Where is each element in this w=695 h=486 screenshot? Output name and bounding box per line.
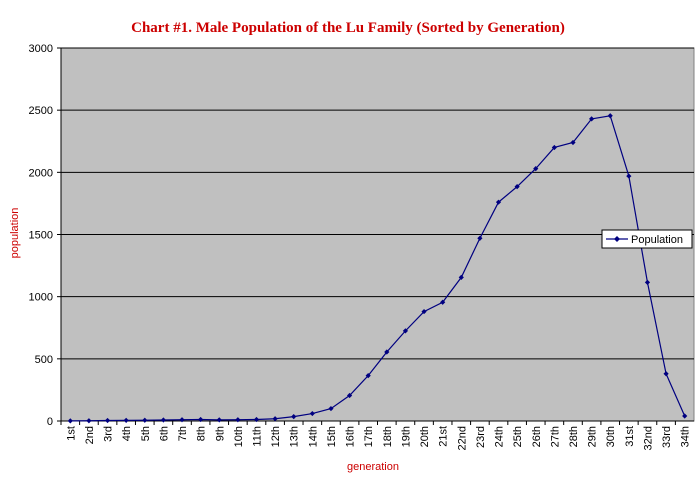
x-tick-label: 12th [270,426,282,447]
x-tick-label: 10th [233,426,245,447]
x-tick-label: 3rd [103,426,115,442]
x-tick-label: 1st [65,426,77,441]
y-tick-label: 2000 [29,167,53,179]
data-point-marker [663,371,669,377]
data-point-marker [123,417,129,423]
y-tick-label: 2500 [29,105,53,117]
x-tick-label: 20th [419,426,431,447]
data-point-marker [477,235,483,241]
data-point-marker [458,274,464,280]
y-tick-label: 1000 [29,292,53,304]
x-tick-label: 22nd [456,426,468,450]
data-point-marker [309,410,315,417]
data-point-marker [160,417,166,423]
y-tick-label: 0 [47,416,53,428]
data-point-marker [328,405,334,412]
x-tick-label: 15th [326,426,338,447]
data-point-marker [346,392,353,399]
data-point-marker [253,416,260,423]
x-axis-label: generation [347,461,399,473]
data-point-marker [514,184,520,190]
x-tick-label: 32nd [642,426,654,450]
x-tick-label: 8th [196,426,208,441]
data-point-marker [495,199,502,205]
x-tick-label: 19th [400,426,412,447]
legend: Population [601,229,693,249]
legend-box [601,229,693,249]
data-point-marker [421,308,427,315]
x-tick-label: 34th [680,426,692,447]
data-point-marker [198,416,204,423]
y-axis-label: population [9,208,21,259]
y-tick-label: 500 [35,354,53,366]
data-point-marker [644,279,651,285]
data-point-marker [570,139,576,146]
x-tick-label: 13th [289,426,301,447]
data-point-marker [384,349,390,355]
data-point-marker [272,416,278,422]
series-layer [67,113,688,424]
data-point-marker [626,173,632,179]
x-tick-label: 25th [512,426,524,447]
data-point-marker [440,299,446,305]
series-line [70,115,686,422]
x-tick-label: 9th [214,426,226,441]
x-tick-label: 26th [531,426,543,447]
data-point-marker [235,417,241,423]
plot-area [60,47,695,422]
x-tick-label: 18th [382,426,394,447]
x-tick-label: 16th [345,426,357,447]
x-tick-label: 17th [363,426,375,447]
chart-title: Chart #1. Male Population of the Lu Fami… [131,20,565,36]
x-tick-label: 11th [251,426,263,447]
data-point-marker [551,144,557,151]
data-point-marker [589,116,595,122]
y-tick-label: 3000 [29,43,53,55]
x-tick-label: 33rd [661,426,673,448]
y-tick-label: 1500 [29,230,53,242]
x-tick-label: 27th [549,426,561,447]
x-tick-label: 28th [568,426,580,447]
x-tick-label: 29th [587,426,599,447]
data-point-marker [67,418,73,424]
axes: 0 500 1000 1500 2000 2500 3000 1st 2nd 3rd 4th 5th 6… [29,43,694,450]
x-tick-label: 31st [624,426,636,447]
legend-series-label: Population [631,234,683,246]
x-tick-label: 4th [121,426,133,441]
data-point-marker [682,413,688,419]
data-point-marker [216,417,222,423]
data-point-marker [291,414,297,420]
data-point-marker [104,417,111,424]
x-tick-label: 6th [158,426,170,441]
x-tick-label: 23rd [475,426,487,448]
x-tick-label: 14th [307,426,319,447]
data-point-marker [86,418,92,424]
legend-marker-swatch [614,236,620,242]
data-point-marker [365,373,371,379]
x-tick-label: 2nd [84,426,96,444]
data-point-marker [533,166,539,172]
data-point-marker [607,113,613,119]
x-tick-label: 5th [140,426,152,441]
x-tick-label: 7th [177,426,189,441]
data-point-marker [402,328,409,334]
data-point-marker [142,417,148,423]
data-point-marker [179,417,185,423]
x-tick-label: 24th [494,426,506,447]
x-tick-label: 21st [438,426,450,447]
x-tick-label: 30th [605,426,617,447]
